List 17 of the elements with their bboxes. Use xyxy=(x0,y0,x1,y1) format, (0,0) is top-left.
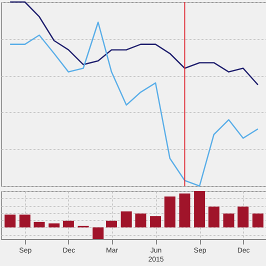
bar xyxy=(92,227,104,239)
bar xyxy=(19,214,30,228)
bar xyxy=(62,220,74,228)
bar xyxy=(4,214,16,228)
bar xyxy=(150,216,162,228)
bar xyxy=(179,194,190,228)
bar xyxy=(164,196,176,228)
bar xyxy=(48,223,60,228)
bar xyxy=(238,206,249,228)
bar xyxy=(223,214,234,228)
bar xyxy=(106,220,118,228)
bar xyxy=(208,206,220,228)
bar xyxy=(252,214,264,228)
bar xyxy=(120,211,132,228)
bar xyxy=(194,191,206,228)
bar xyxy=(135,214,146,228)
bar xyxy=(34,222,45,228)
